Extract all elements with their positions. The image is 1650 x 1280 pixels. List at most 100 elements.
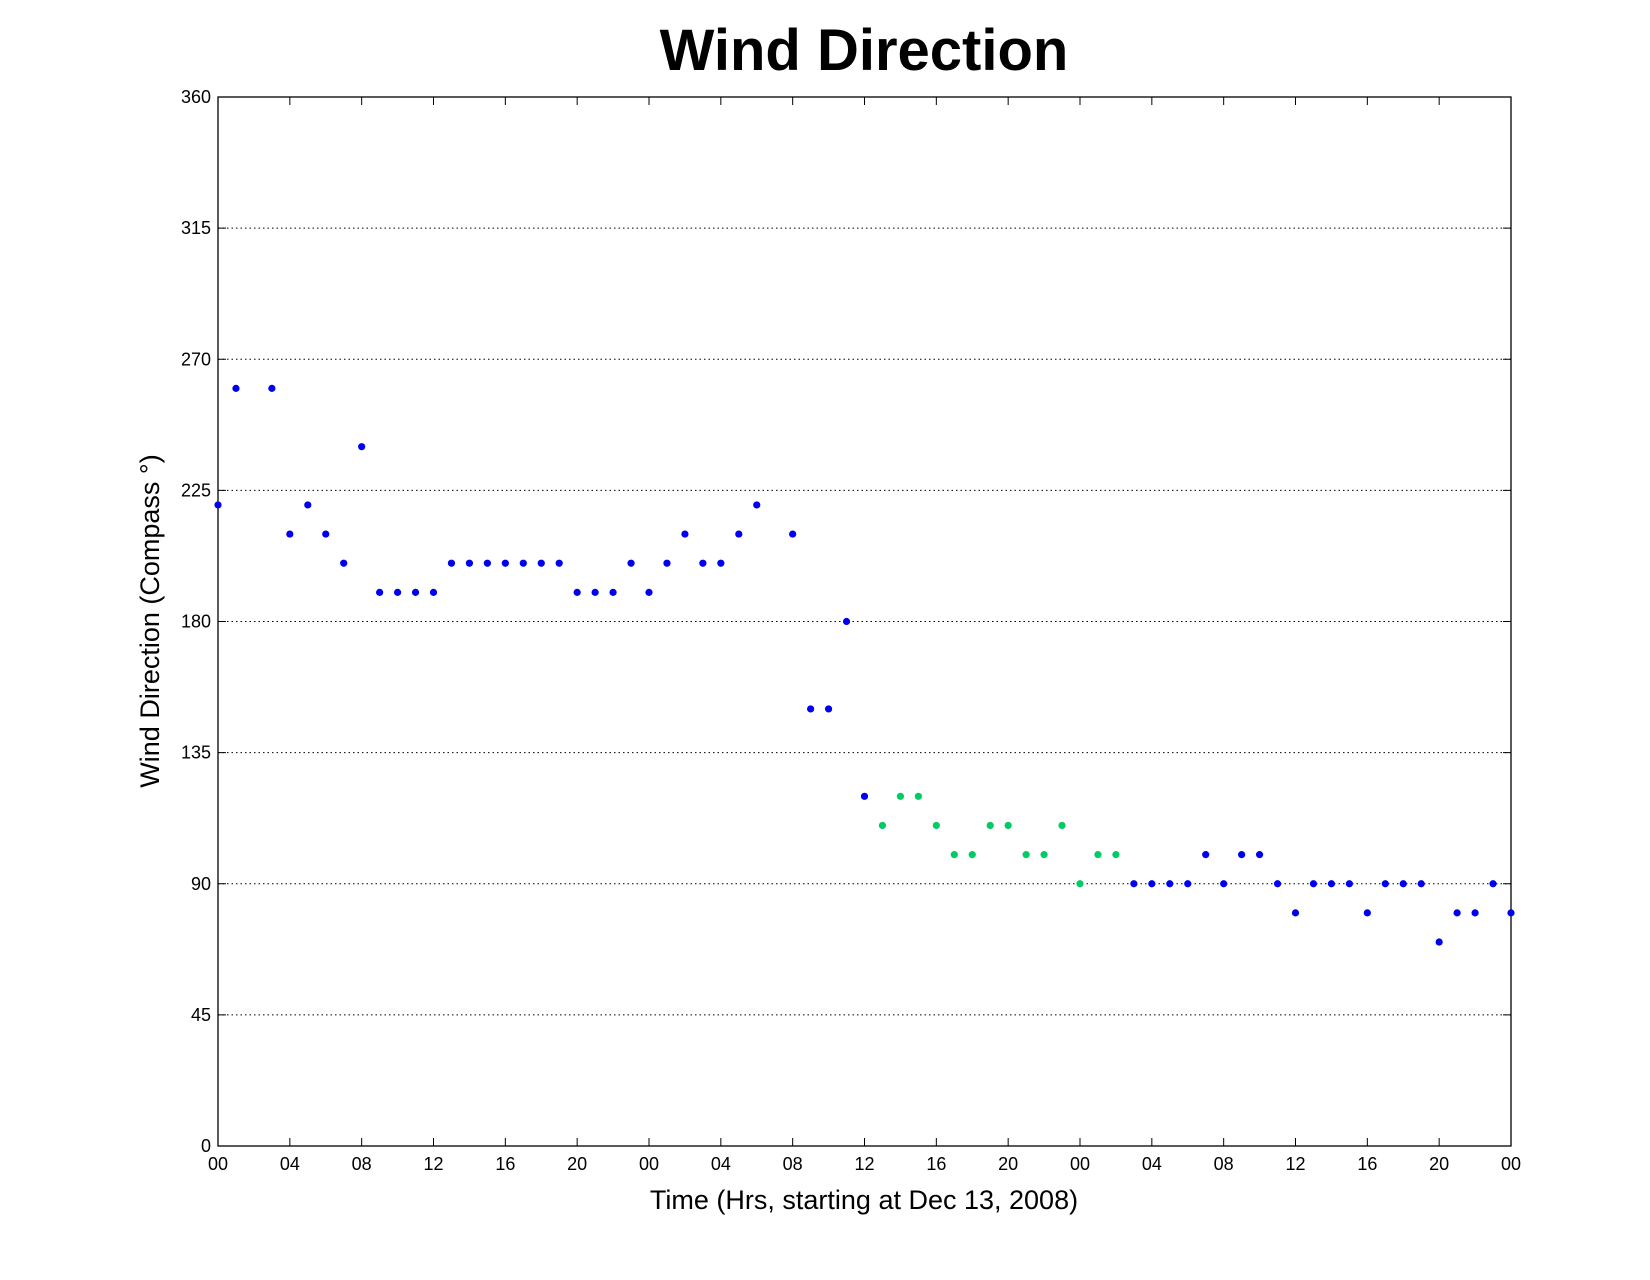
y-tick-labels: 0 45 90 135 180 225 270 315 360 (181, 87, 211, 1156)
data-point (1058, 821, 1066, 830)
y-tick-label: 0 (201, 1136, 211, 1156)
data-point (573, 588, 581, 596)
data-point (789, 530, 797, 538)
data-point (1004, 821, 1012, 830)
data-point (555, 559, 563, 567)
data-point (1255, 851, 1264, 859)
data-point (896, 792, 905, 800)
y-tick-label: 180 (181, 612, 211, 632)
data-point (1507, 909, 1515, 917)
x-tick-label: 20 (998, 1154, 1018, 1174)
data-point (645, 588, 653, 596)
data-point (1238, 851, 1246, 859)
x-tick-label: 20 (1429, 1154, 1449, 1174)
data-point (537, 559, 545, 567)
data-point (1112, 851, 1120, 859)
data-point (1381, 880, 1389, 888)
data-point (376, 588, 384, 596)
data-point (1022, 851, 1030, 859)
data-point (358, 443, 366, 451)
data-point (1184, 880, 1192, 888)
y-tick-label: 360 (181, 87, 211, 107)
y-tick-label: 270 (181, 349, 211, 369)
x-tick-label: 00 (1501, 1154, 1521, 1174)
data-point (932, 821, 940, 830)
y-axis-label: Wind Direction (Compass °) (135, 454, 165, 787)
y-tick-label: 225 (181, 480, 211, 500)
x-tick-label: 16 (1357, 1154, 1377, 1174)
data-point (609, 588, 617, 596)
data-point (1471, 909, 1479, 917)
x-tick-label: 00 (208, 1154, 228, 1174)
data-point (914, 792, 922, 800)
data-point (1094, 851, 1102, 859)
data-point (322, 530, 330, 538)
y-tick-label: 135 (181, 743, 211, 763)
x-tick-label: 20 (567, 1154, 587, 1174)
data-point (304, 501, 312, 509)
data-point (627, 559, 635, 567)
data-point (1417, 880, 1425, 888)
data-point (824, 705, 833, 713)
data-point (1166, 880, 1174, 888)
x-tick-label: 12 (854, 1154, 874, 1174)
data-point (717, 559, 725, 567)
data-point (1291, 909, 1300, 917)
data-point (268, 384, 276, 392)
x-tick-label: 08 (352, 1154, 372, 1174)
data-point (663, 559, 671, 567)
data-point (1327, 880, 1336, 888)
x-tick-label: 16 (495, 1154, 515, 1174)
y-tick-label: 45 (191, 1005, 211, 1025)
x-tick-label: 12 (423, 1154, 443, 1174)
data-point (465, 559, 474, 567)
axis-ticks (217, 96, 1512, 1147)
x-tick-label: 16 (926, 1154, 946, 1174)
grid-lines (218, 227, 1511, 1016)
data-point (986, 821, 994, 830)
data-point (1435, 938, 1443, 946)
x-tick-label: 08 (783, 1154, 803, 1174)
data-point (1309, 880, 1318, 888)
data-point (681, 530, 689, 538)
data-point (1399, 880, 1407, 888)
data-point (483, 559, 491, 567)
x-tick-label: 00 (1070, 1154, 1090, 1174)
data-points (214, 384, 1515, 946)
data-point (1489, 880, 1497, 888)
x-tick-labels: 00 04 08 12 16 20 00 04 08 12 16 20 00 04 08 12 16 20 00 (208, 1154, 1521, 1174)
data-point (735, 530, 743, 538)
data-point (1220, 880, 1228, 888)
data-point (1148, 880, 1156, 888)
x-tick-label: 08 (1214, 1154, 1234, 1174)
data-point (501, 559, 509, 567)
data-point (393, 588, 402, 596)
data-point (950, 851, 958, 859)
data-point (878, 821, 887, 830)
data-point (340, 559, 348, 567)
chart-title: Wind Direction (660, 18, 1069, 83)
x-tick-label: 00 (639, 1154, 659, 1174)
data-point (519, 559, 527, 567)
x-axis-label: Time (Hrs, starting at Dec 13, 2008) (650, 1185, 1078, 1215)
y-tick-label: 315 (181, 218, 211, 238)
data-point (1040, 851, 1048, 859)
data-point (411, 588, 420, 596)
data-point (1130, 880, 1138, 888)
data-point (1453, 909, 1461, 917)
data-point (842, 617, 851, 626)
x-tick-label: 04 (280, 1154, 300, 1174)
data-point (591, 588, 599, 596)
data-point (214, 501, 222, 509)
data-point (1363, 909, 1371, 917)
data-point (286, 530, 294, 538)
plot-area-frame (217, 96, 1512, 1147)
data-point (699, 559, 707, 567)
data-point (232, 384, 240, 392)
data-point (860, 792, 869, 800)
data-point (447, 559, 456, 567)
data-point (807, 705, 815, 713)
x-tick-label: 04 (1142, 1154, 1162, 1174)
data-point (968, 851, 976, 859)
